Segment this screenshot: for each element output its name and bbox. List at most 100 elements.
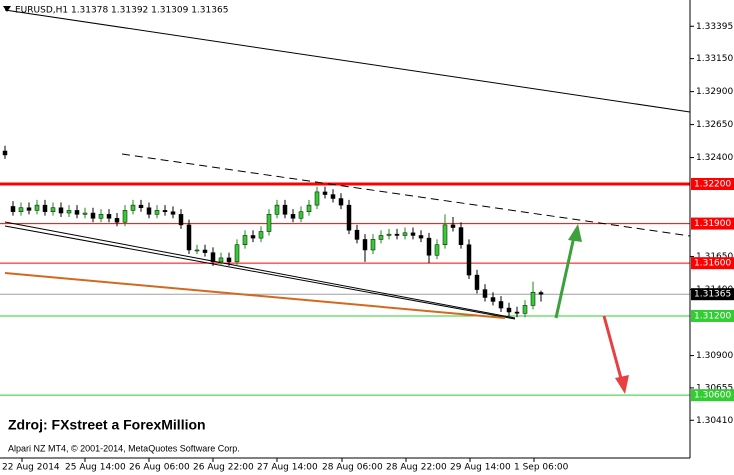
candle-body xyxy=(26,207,32,211)
candle-body xyxy=(370,239,376,251)
candle-body xyxy=(426,237,432,256)
candle-body xyxy=(242,235,248,245)
candle-body xyxy=(506,307,512,313)
candle-body xyxy=(466,244,472,276)
candle-body xyxy=(218,257,224,263)
arrow-down xyxy=(602,315,624,383)
source-note: Zdroj: FXstreet a ForexMillion xyxy=(8,417,206,433)
x-tick-label: 25 Aug 14:00 xyxy=(65,463,126,473)
y-tick-label: 1.30410 xyxy=(696,416,733,426)
candle-body xyxy=(146,207,152,215)
candle-body xyxy=(338,198,344,206)
candle-body xyxy=(186,224,192,251)
candle-body xyxy=(194,249,200,252)
candle-body xyxy=(394,233,400,236)
x-tick-label: 1 Sep 06:00 xyxy=(514,463,569,473)
candle-body xyxy=(258,231,264,239)
y-tick-label: 1.32650 xyxy=(696,120,733,130)
x-tick-label: 26 Aug 22:00 xyxy=(193,463,254,473)
candle-body xyxy=(130,204,136,211)
candle-body xyxy=(498,301,504,309)
x-tick-label: 27 Aug 14:00 xyxy=(257,463,318,473)
candle-body xyxy=(434,244,440,256)
level-label-bg xyxy=(691,389,734,402)
candle-body xyxy=(114,218,120,223)
y-tick-label: 1.32900 xyxy=(696,87,733,97)
candle-body xyxy=(450,224,456,228)
trend-line xyxy=(4,9,691,113)
y-tick-label: 1.33395 xyxy=(696,22,733,32)
level-label-bg xyxy=(691,257,734,270)
arrow-up-head xyxy=(568,224,582,242)
trend-line xyxy=(4,225,516,320)
y-tick-label: 1.33150 xyxy=(696,54,733,64)
candle-body xyxy=(90,212,96,219)
candle-body xyxy=(18,207,24,212)
level-label-bg xyxy=(691,288,734,301)
level-label: 1.31365 xyxy=(694,290,731,300)
candle-body xyxy=(386,233,392,236)
level-label: 1.32200 xyxy=(694,179,731,189)
candle-body xyxy=(346,204,352,231)
candle-body xyxy=(298,211,304,219)
header-icon xyxy=(3,6,11,12)
candle-body xyxy=(482,289,488,298)
candle-body xyxy=(82,212,88,215)
candle-body xyxy=(402,232,408,236)
candle-body xyxy=(170,211,176,215)
trend-line-brown xyxy=(4,272,506,319)
candle-body xyxy=(378,235,384,240)
candles-layer xyxy=(2,145,544,318)
level-label: 1.30600 xyxy=(694,391,731,401)
candle-body xyxy=(418,235,424,239)
candle-body xyxy=(290,214,296,219)
y-tick-label: 1.30900 xyxy=(696,351,733,361)
candle-body xyxy=(10,206,16,212)
candle-body xyxy=(266,214,272,232)
candle-body xyxy=(306,204,312,212)
candle-body xyxy=(322,191,328,195)
trend-line xyxy=(4,221,516,319)
candle-body xyxy=(98,214,104,219)
level-label-bg xyxy=(691,217,734,230)
candle-body xyxy=(314,191,320,206)
candle-body xyxy=(50,207,56,212)
candle-body xyxy=(274,204,280,215)
candle-body xyxy=(226,257,232,263)
level-label: 1.31200 xyxy=(694,311,731,321)
candle-body xyxy=(202,249,208,253)
candle-body xyxy=(474,274,480,290)
candle-body xyxy=(522,305,528,314)
candle-body xyxy=(354,229,360,240)
candle-body xyxy=(490,297,496,302)
candle-body xyxy=(2,150,8,156)
candle-body xyxy=(514,311,520,314)
candle-body xyxy=(66,210,72,214)
trend-line-dashed xyxy=(121,153,691,237)
x-labels: 22 Aug 2014 25 Aug 14:00 26 Aug 06:00 26 Au… xyxy=(2,458,569,473)
arrow-down-head xyxy=(615,375,629,394)
candle-body xyxy=(330,194,336,199)
candle-body xyxy=(442,224,448,245)
y-tick-label: 1.31650 xyxy=(696,252,733,262)
y-tick-label: 1.32400 xyxy=(696,153,733,163)
level-label-bg xyxy=(691,309,734,322)
candle-body xyxy=(530,291,536,306)
level-label-bg xyxy=(691,177,734,190)
candle-body xyxy=(106,214,112,219)
candle-body xyxy=(282,204,288,215)
level-label: 1.31900 xyxy=(694,219,731,229)
candle-body xyxy=(178,214,184,226)
x-tick-label: 29 Aug 14:00 xyxy=(450,463,511,473)
candle-body xyxy=(138,204,144,208)
header: EURUSD,H1 1.31378 1.31392 1.31309 1.3136… xyxy=(15,6,228,16)
levels-layer: 1.32200 1.31900 1.31600 1.31200 1.30600 1.313… xyxy=(0,177,734,402)
x-tick-label: 28 Aug 06:00 xyxy=(322,463,383,473)
x-tick-label: 28 Aug 22:00 xyxy=(386,463,447,473)
level-label: 1.31600 xyxy=(694,259,731,269)
candle-body xyxy=(122,210,128,223)
candle-body xyxy=(42,204,48,212)
